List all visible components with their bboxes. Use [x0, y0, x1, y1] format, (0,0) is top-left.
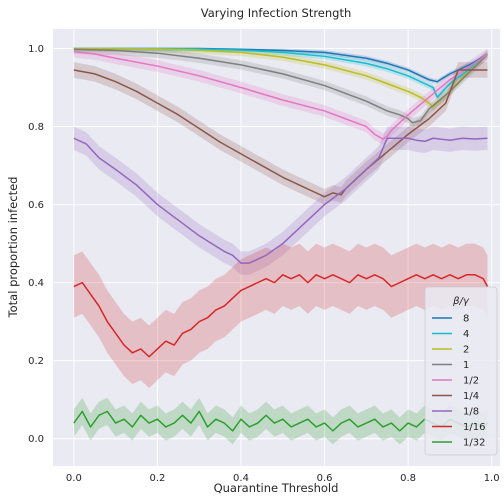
grid — [53, 29, 500, 466]
legend: β/γ 8 4 2 1 1/2 1/4 1/8 1/16 1/32 — [424, 286, 498, 456]
y-axis-label: Total proportion infected — [6, 177, 20, 319]
x-axis-label: Quarantine Threshold — [214, 481, 339, 495]
legend-items: 8 4 2 1 1/2 1/4 1/8 1/16 1/32 — [432, 314, 485, 449]
series-line-1-32 — [73, 410, 488, 432]
series-line-1-4 — [73, 69, 488, 198]
legend-label: 2 — [463, 345, 469, 356]
y-axis-ticks: 0.0 0.2 0.4 0.6 0.8 1.0 — [28, 44, 44, 445]
legend-label: 1 — [463, 360, 469, 371]
chart-title: Varying Infection Strength — [201, 6, 352, 20]
y-tick-label: 1.0 — [28, 44, 44, 55]
y-tick-label: 0.2 — [28, 356, 44, 367]
series-line-1-16 — [73, 274, 489, 358]
series-lines — [73, 47, 489, 432]
y-tick-label: 0.6 — [28, 200, 44, 211]
legend-label: 1/4 — [463, 391, 479, 402]
band-1-32 — [73, 397, 488, 445]
band-1 — [73, 48, 488, 128]
x-tick-label: 0.8 — [400, 473, 416, 484]
legend-title: β/γ — [452, 296, 470, 307]
legend-label: 1/32 — [463, 438, 485, 449]
y-tick-label: 0.4 — [28, 278, 44, 289]
legend-label: 4 — [463, 329, 469, 340]
y-tick-label: 0.8 — [28, 122, 44, 133]
x-axis-ticks: 0.0 0.2 0.4 0.6 0.8 1.0 — [66, 473, 500, 484]
x-tick-label: 0.6 — [317, 473, 333, 484]
x-tick-label: 0.0 — [66, 473, 82, 484]
legend-label: 1/16 — [463, 422, 485, 433]
y-tick-label: 0.0 — [28, 434, 44, 445]
legend-box — [424, 286, 498, 456]
x-tick-label: 0.2 — [149, 473, 165, 484]
series-line-1-8 — [73, 137, 488, 264]
legend-label: 8 — [463, 314, 469, 325]
legend-label: 1/8 — [463, 407, 479, 418]
legend-label: 1/2 — [463, 376, 479, 387]
band-1-2 — [73, 48, 488, 145]
x-tick-label: 1.0 — [484, 473, 500, 484]
series-line-1-2 — [73, 50, 488, 140]
series-line-4 — [73, 47, 488, 99]
x-tick-label: 0.4 — [233, 473, 249, 484]
series-line-1 — [73, 48, 488, 124]
